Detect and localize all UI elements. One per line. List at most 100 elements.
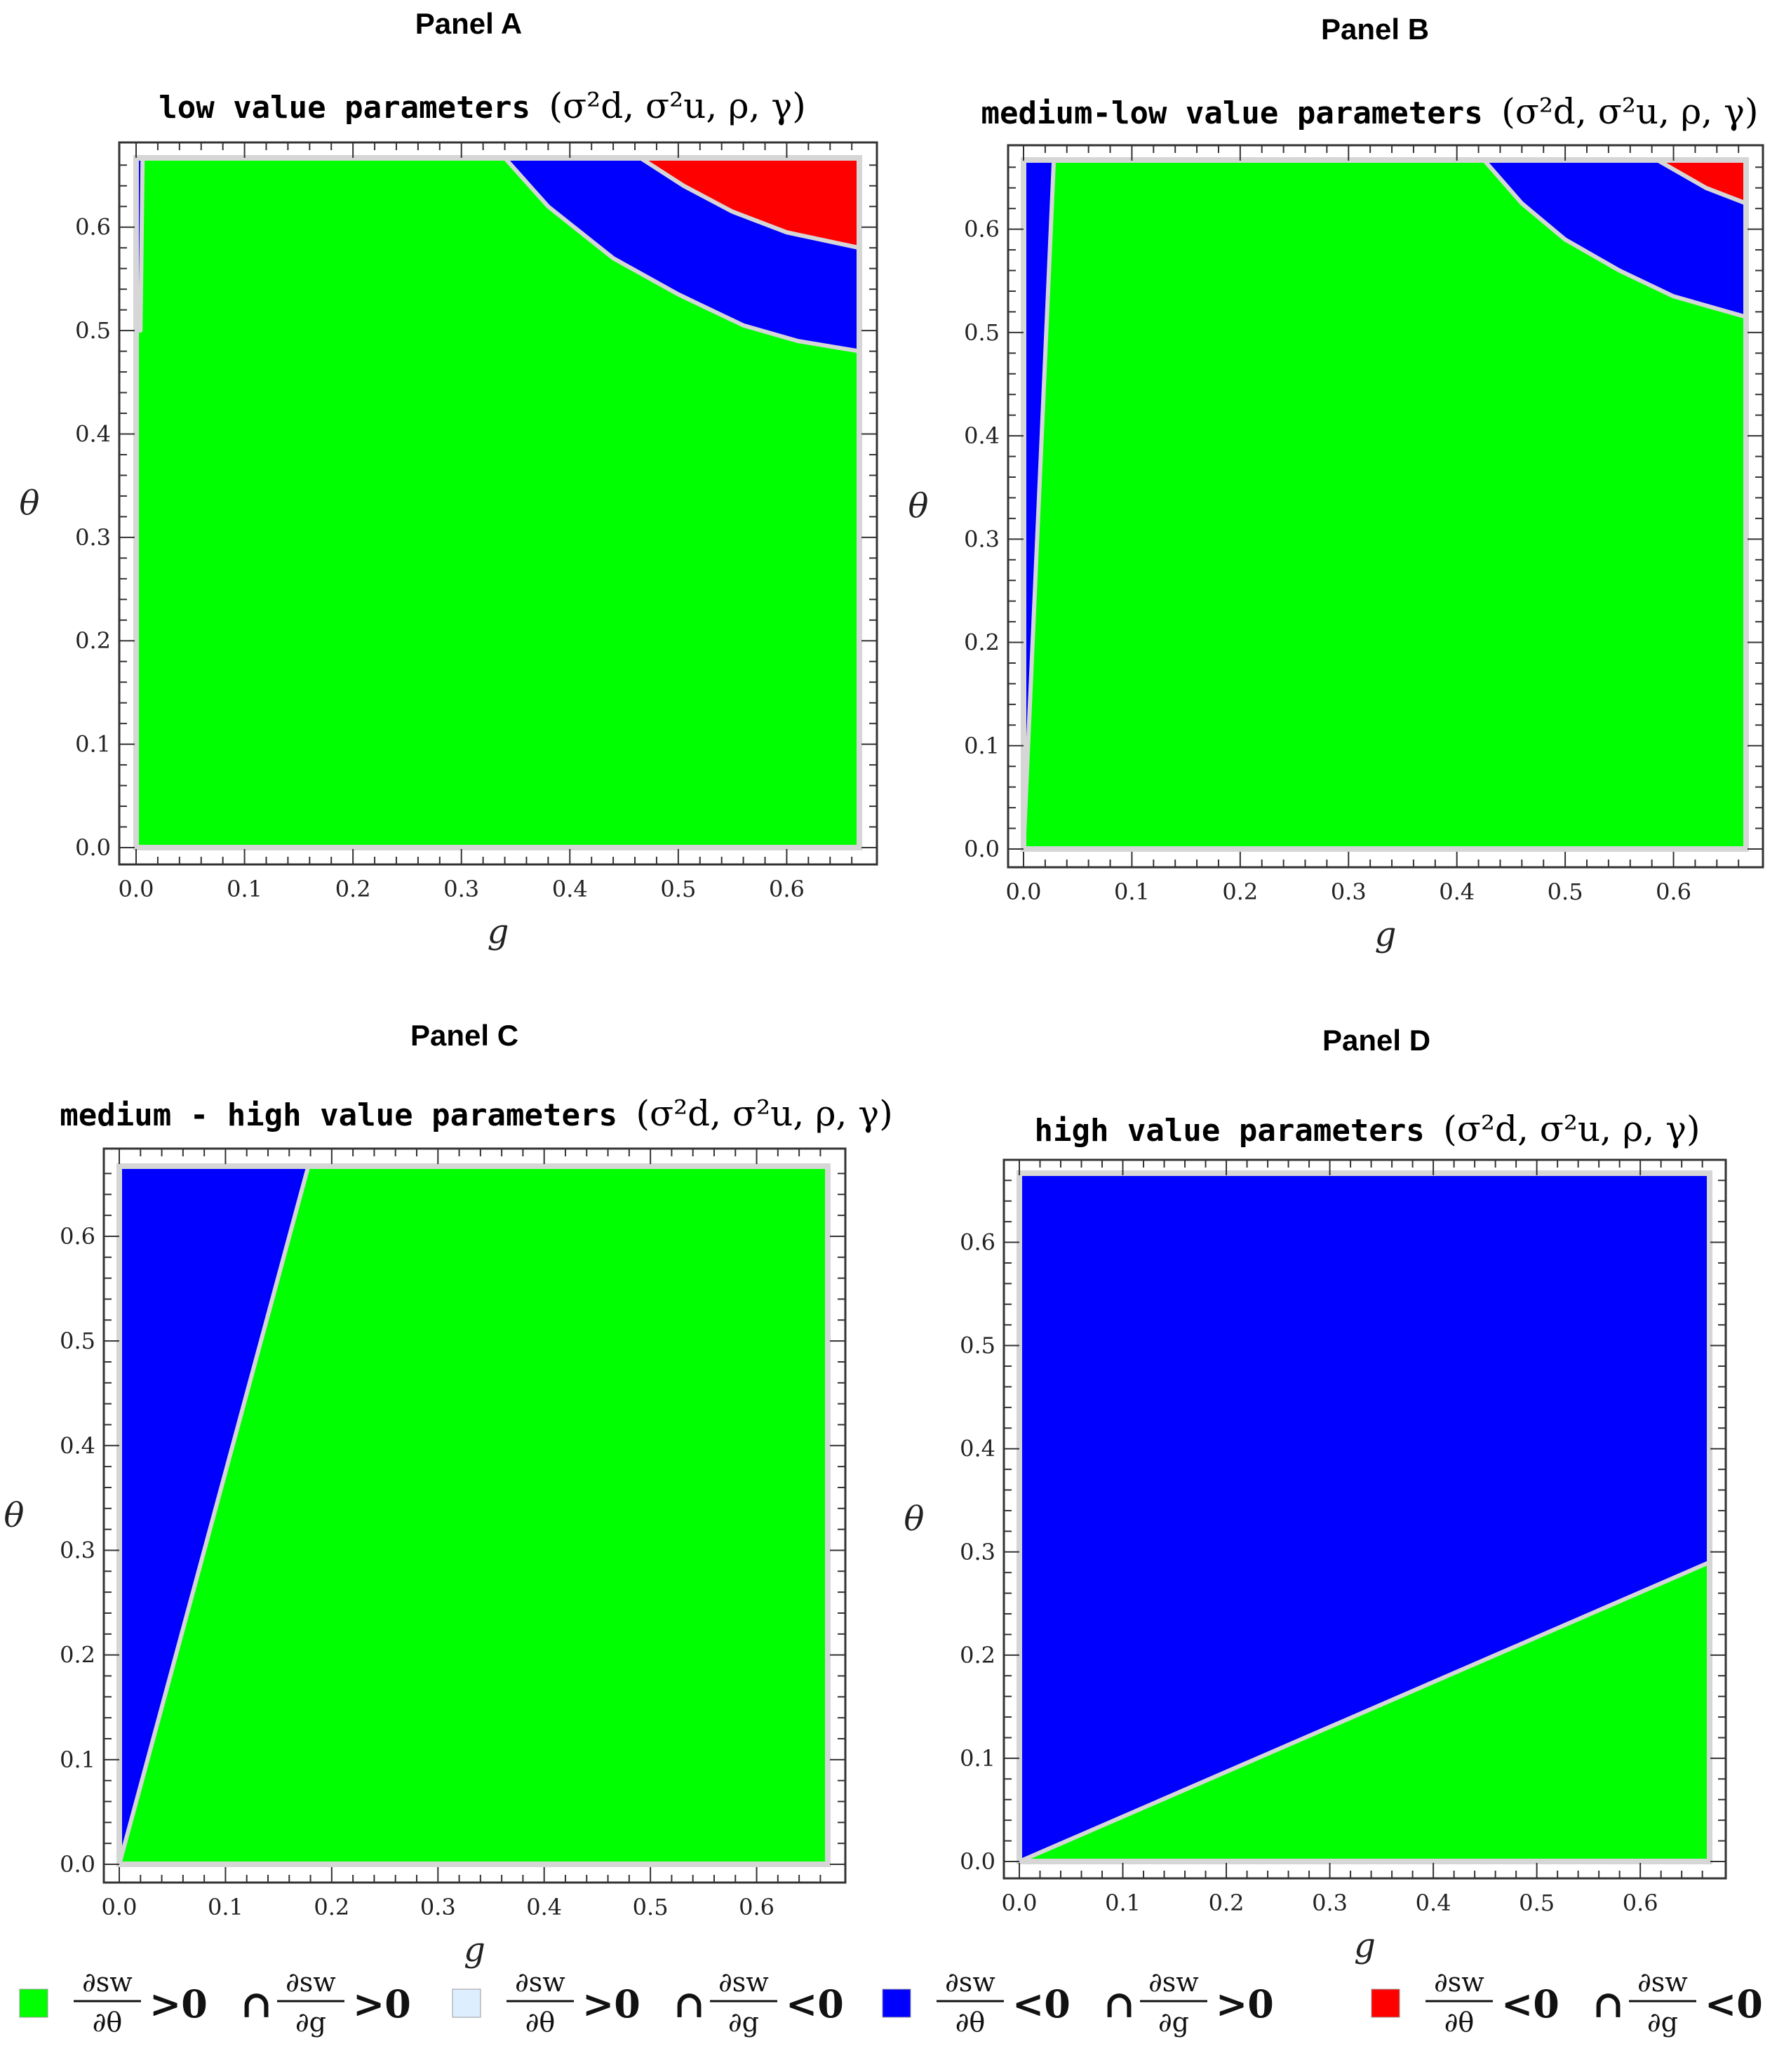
y-tick-label: 0.3: [60, 1537, 95, 1563]
y-tick-label: 0.2: [964, 629, 1000, 656]
x-tick-label: 0.3: [420, 1894, 456, 1920]
legend-denominator: ∂g: [295, 2007, 326, 2038]
legend-item: ∂sw ∂θ <0 ∩ ∂sw ∂g <0: [1371, 1967, 1763, 2038]
y-tick-label: 0.4: [60, 1432, 95, 1459]
y-tick-label: 0.3: [964, 526, 1000, 552]
x-tick-label: 0.2: [1209, 1890, 1245, 1916]
panel-label: Panel B: [1321, 13, 1429, 46]
y-tick-label: 0.4: [960, 1436, 995, 1462]
legend-denominator: ∂g: [728, 2007, 759, 2038]
y-tick-label: 0.1: [75, 731, 111, 758]
title-params: (σ²d, σ²u, ρ, γ): [549, 86, 806, 126]
legend-intersection: ∩: [673, 1981, 705, 2026]
legend-sign: <0: [1501, 1981, 1559, 2026]
y-tick-label: 0.2: [960, 1642, 995, 1669]
panel-label: Panel A: [415, 7, 523, 40]
y-tick-label: 0.0: [75, 834, 111, 861]
legend-intersection: ∩: [241, 1981, 272, 2026]
plot-border: [1021, 157, 1749, 852]
legend-denominator: ∂g: [1158, 2007, 1189, 2038]
x-tick-label: 0.6: [1623, 1890, 1658, 1916]
y-tick-label: 0.5: [960, 1332, 995, 1359]
legend-denominator: ∂θ: [1444, 2007, 1475, 2038]
legend-swatch: [1371, 1989, 1400, 2018]
x-tick-label: 0.4: [552, 876, 588, 902]
chart-title: medium - high value parameters (σ²d, σ²u…: [60, 1093, 892, 1134]
x-axis-label: g: [488, 912, 509, 951]
y-tick-label: 0.6: [960, 1229, 995, 1256]
legend-sign: <0: [786, 1981, 844, 2026]
x-tick-label: 0.1: [227, 876, 262, 902]
y-tick-label: 0.2: [75, 627, 111, 654]
y-axis-label: θ: [904, 1499, 925, 1539]
y-tick-label: 0.0: [960, 1848, 995, 1875]
panel-b: Panel B medium-low value parameters (σ²d,…: [908, 13, 1764, 954]
chart-title: low value parameters (σ²d, σ²u, ρ, γ): [159, 86, 806, 126]
panel-label: Panel C: [410, 1019, 518, 1052]
x-axis-label: g: [464, 1930, 485, 1970]
legend-sign: <0: [1012, 1981, 1071, 2026]
y-tick-label: 0.4: [75, 420, 111, 447]
legend-numerator: ∂sw: [718, 1967, 769, 1998]
legend-item: ∂sw ∂θ <0 ∩ ∂sw ∂g >0: [882, 1967, 1274, 2038]
x-tick-label: 0.4: [1439, 878, 1475, 905]
x-tick-label: 0.6: [739, 1894, 774, 1920]
x-tick-label: 0.3: [1312, 1890, 1348, 1916]
y-tick-label: 0.3: [960, 1539, 995, 1565]
x-tick-label: 0.0: [119, 876, 154, 902]
plot-border: [133, 155, 862, 850]
panel-d: Panel D high value parameters (σ²d, σ²u, …: [904, 1024, 1727, 1965]
x-tick-label: 0.0: [1002, 1890, 1038, 1916]
legend-sign: >0: [582, 1981, 640, 2026]
y-tick-label: 0.0: [964, 836, 1000, 862]
y-tick-label: 0.5: [60, 1328, 95, 1354]
x-tick-label: 0.0: [102, 1894, 137, 1920]
legend-swatch: [882, 1989, 911, 2018]
plot-border: [1017, 1170, 1712, 1864]
x-axis-label: g: [1354, 1926, 1376, 1965]
x-tick-label: 0.6: [1656, 878, 1691, 905]
legend-numerator: ∂sw: [1148, 1967, 1199, 1998]
legend-sign: >0: [353, 1981, 411, 2026]
x-tick-label: 0.5: [1519, 1890, 1555, 1916]
legend-item: ∂sw ∂θ >0 ∩ ∂sw ∂g >0: [19, 1967, 411, 2038]
y-axis-label: θ: [908, 487, 929, 526]
x-tick-label: 0.4: [526, 1894, 562, 1920]
x-tick-label: 0.2: [1222, 878, 1258, 905]
y-tick-label: 0.1: [964, 733, 1000, 759]
x-tick-label: 0.3: [1331, 878, 1367, 905]
x-tick-label: 0.6: [769, 876, 805, 902]
legend-denominator: ∂θ: [525, 2007, 556, 2038]
x-tick-label: 0.5: [633, 1894, 669, 1920]
legend-numerator: ∂sw: [945, 1967, 995, 1998]
panel-label: Panel D: [1322, 1024, 1430, 1057]
y-tick-label: 0.6: [75, 214, 111, 241]
legend-intersection: ∩: [1104, 1981, 1135, 2026]
x-tick-label: 0.1: [1105, 1890, 1141, 1916]
y-axis-label: θ: [4, 1496, 25, 1535]
legend-swatch: [19, 1989, 48, 2018]
x-tick-label: 0.0: [1006, 878, 1042, 905]
legend: ∂sw∂θ >0 ∩ ∂sw∂g >0 ∂sw∂θ >0 ∩ ∂sw∂g <0 ∂sw∂θ <0 ∩ ∂s…: [19, 1967, 1763, 2038]
title-params: (σ²d, σ²u, ρ, γ): [1501, 91, 1758, 132]
y-tick-label: 0.1: [960, 1745, 995, 1772]
y-tick-label: 0.1: [60, 1746, 95, 1773]
legend-numerator: ∂sw: [286, 1967, 336, 1998]
legend-numerator: ∂sw: [515, 1967, 565, 1998]
legend-intersection: ∩: [1592, 1981, 1624, 2026]
legend-swatch: [452, 1989, 481, 2018]
legend-numerator: ∂sw: [82, 1967, 133, 1998]
chart-title: medium-low value parameters (σ²d, σ²u, ρ…: [981, 91, 1759, 132]
chart-title: high value parameters (σ²d, σ²u, ρ, γ): [1034, 1109, 1700, 1149]
title-params: (σ²d, σ²u, ρ, γ): [636, 1093, 892, 1134]
x-tick-label: 0.1: [1114, 878, 1150, 905]
legend-numerator: ∂sw: [1637, 1967, 1688, 1998]
x-tick-label: 0.2: [314, 1894, 349, 1920]
plot-border: [116, 1163, 831, 1867]
legend-denominator: ∂g: [1647, 2007, 1678, 2038]
y-tick-label: 0.2: [60, 1642, 95, 1669]
x-axis-label: g: [1375, 915, 1397, 954]
y-tick-label: 0.5: [964, 319, 1000, 346]
legend-sign: <0: [1705, 1981, 1763, 2026]
